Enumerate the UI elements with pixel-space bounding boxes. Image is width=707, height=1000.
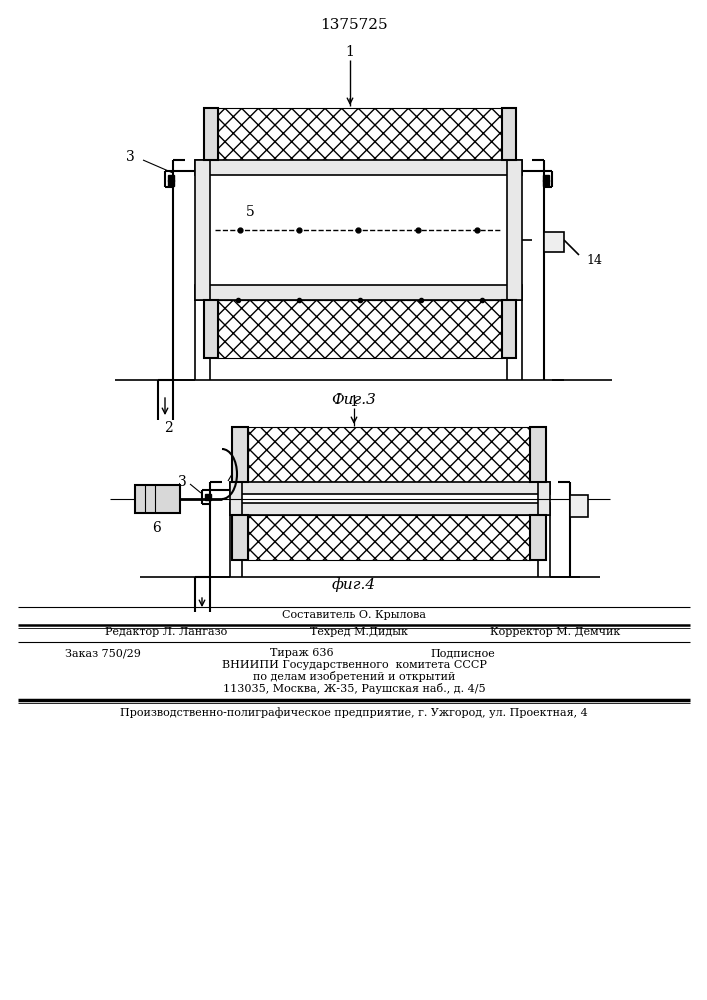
- Bar: [248, 515, 530, 560]
- Text: 7: 7: [240, 454, 250, 468]
- Text: по делам изобретений и открытий: по делам изобретений и открытий: [253, 672, 455, 682]
- Text: Корректор М. Демчик: Корректор М. Демчик: [490, 627, 620, 637]
- Bar: [218, 108, 502, 160]
- Bar: [195, 160, 522, 175]
- Bar: [544, 232, 564, 252]
- Text: 1375725: 1375725: [320, 18, 388, 32]
- Text: 113035, Москва, Ж-35, Раушская наб., д. 4/5: 113035, Москва, Ж-35, Раушская наб., д. …: [223, 684, 485, 694]
- Text: 5: 5: [245, 205, 255, 219]
- Bar: [204, 108, 218, 160]
- Bar: [570, 495, 588, 517]
- Bar: [195, 160, 210, 300]
- Text: 3: 3: [126, 150, 134, 164]
- Bar: [230, 482, 242, 515]
- Bar: [195, 285, 522, 300]
- Text: 1: 1: [349, 395, 358, 409]
- Bar: [502, 108, 516, 160]
- Bar: [204, 300, 218, 358]
- Bar: [232, 427, 248, 482]
- Bar: [230, 482, 550, 494]
- Text: фиг.4: фиг.4: [332, 578, 376, 592]
- Bar: [218, 300, 502, 358]
- Text: Фиг.3: Фиг.3: [332, 393, 376, 407]
- Text: ВНИИПИ Государственного  комитета СССР: ВНИИПИ Государственного комитета СССР: [221, 660, 486, 670]
- Text: Составитель О. Крылова: Составитель О. Крылова: [282, 610, 426, 620]
- Bar: [507, 160, 522, 300]
- Text: 1: 1: [346, 45, 354, 59]
- Text: 14: 14: [586, 253, 602, 266]
- Bar: [135, 485, 180, 513]
- Text: 6: 6: [153, 521, 161, 535]
- Text: Редактор Л. Лангазо: Редактор Л. Лангазо: [105, 627, 227, 637]
- Text: 3: 3: [177, 475, 187, 489]
- Text: Производственно-полиграфическое предприятие, г. Ужгород, ул. Проектная, 4: Производственно-полиграфическое предприя…: [120, 708, 588, 718]
- Text: Техред М.Дидык: Техред М.Дидык: [310, 627, 408, 637]
- Bar: [230, 503, 550, 515]
- Text: 2: 2: [163, 421, 173, 435]
- Text: Подписное: Подписное: [430, 648, 495, 658]
- Bar: [538, 482, 550, 515]
- Bar: [530, 427, 546, 482]
- Bar: [530, 515, 546, 560]
- Text: Тираж 636: Тираж 636: [270, 648, 334, 658]
- Bar: [502, 300, 516, 358]
- Bar: [248, 427, 530, 482]
- Text: Заказ 750/29: Заказ 750/29: [65, 648, 141, 658]
- Bar: [232, 515, 248, 560]
